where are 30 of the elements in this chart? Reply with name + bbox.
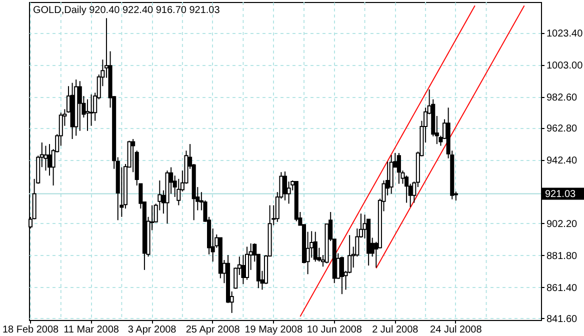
y-tick-label: 881.80 xyxy=(546,250,578,262)
candlestick xyxy=(396,152,401,184)
y-tick-label: 902.20 xyxy=(546,218,578,230)
chart-title: GOLD,Daily 920.40 922.40 916.70 921.03 xyxy=(33,5,220,16)
candlestick xyxy=(313,231,318,262)
y-tick-label: 1003.00 xyxy=(546,60,584,72)
y-tick-label: 962.80 xyxy=(546,124,578,135)
y-tick-label: 841.60 xyxy=(546,314,578,325)
candlestick xyxy=(241,254,246,285)
ref-line-label: 921.03 xyxy=(545,188,576,200)
candlestick xyxy=(89,94,94,126)
y-tick-label: 861.40 xyxy=(546,282,578,294)
x-tick-label: 25 Apr 2008 xyxy=(186,324,240,336)
candlestick xyxy=(47,144,52,176)
x-tick-label: 19 May 2008 xyxy=(244,324,303,336)
x-tick-label: 3 Apr 2008 xyxy=(128,324,177,336)
candlestick xyxy=(245,246,250,280)
y-tick-label: 982.60 xyxy=(546,92,578,104)
candlestick xyxy=(282,171,288,201)
candlestick xyxy=(78,80,82,132)
x-tick-label: 10 Jun 2008 xyxy=(306,324,362,336)
candlestick xyxy=(340,256,344,295)
x-tick-label: 24 Jul 2008 xyxy=(430,324,482,336)
candlestick xyxy=(85,98,90,132)
y-tick-label: 942.40 xyxy=(546,156,578,167)
x-tick-label: 2 Jul 2008 xyxy=(372,324,419,336)
x-tick-label: 11 Mar 2008 xyxy=(64,324,120,336)
candlestick xyxy=(44,145,48,172)
y-tick-label: 1023.40 xyxy=(546,28,584,40)
x-tick-label: 18 Feb 2008 xyxy=(2,324,60,336)
